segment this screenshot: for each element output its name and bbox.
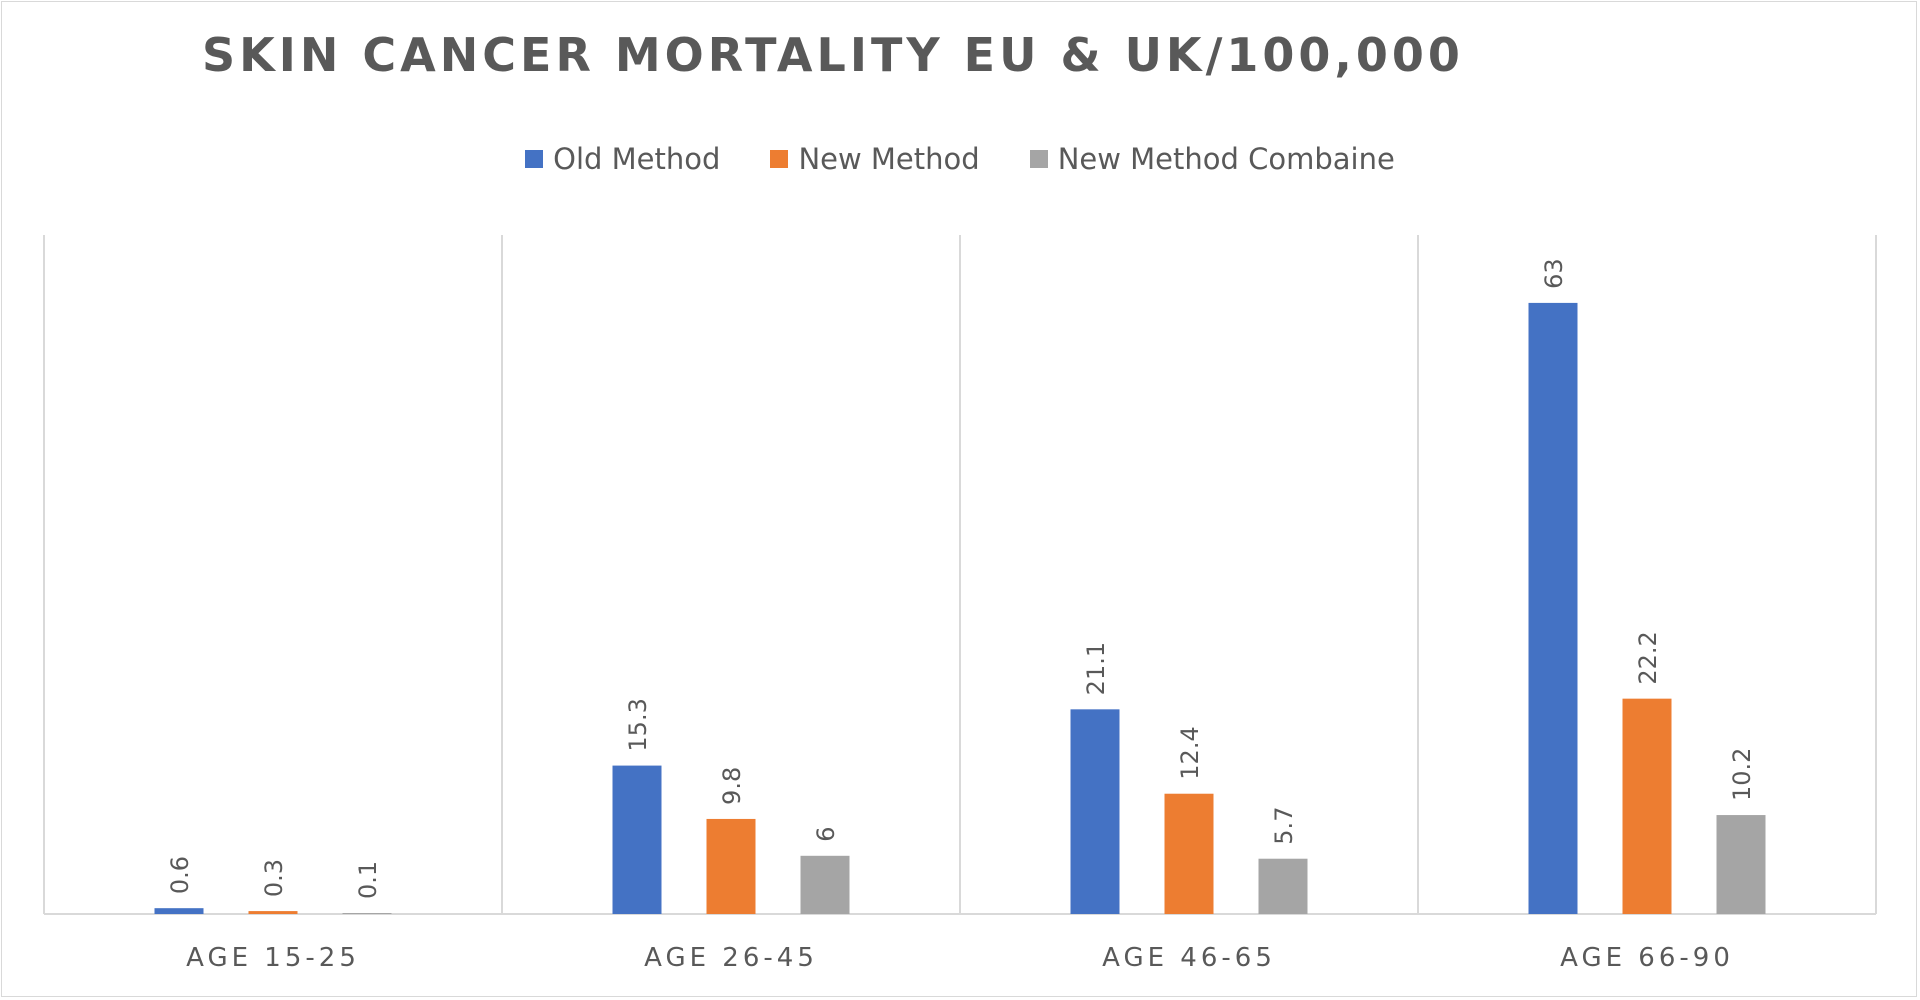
legend-label-new-method-combaine: New Method Combaine: [1057, 142, 1395, 176]
bar-new-method: [1622, 698, 1672, 914]
bar-old-method: [1528, 302, 1578, 914]
legend-label-old-method: Old Method: [553, 142, 721, 176]
data-label-new-method-combaine: 5.7: [1270, 807, 1298, 845]
x-tick-label: AGE 26-45: [644, 943, 818, 973]
bar-new-method: [248, 911, 298, 914]
bar-old-method: [154, 908, 204, 914]
bar-old-method: [612, 765, 662, 914]
legend-item-new-method: New Method: [770, 142, 980, 176]
data-label-new-method-combaine: 10.2: [1728, 748, 1756, 801]
bar-new-method-combaine: [1716, 815, 1766, 914]
x-tick-label: AGE 15-25: [186, 943, 360, 973]
x-tick-label: AGE 66-90: [1560, 943, 1734, 973]
data-label-new-method: 9.8: [718, 767, 746, 805]
data-label-old-method: 15.3: [624, 698, 652, 751]
bar-new-method: [706, 818, 756, 914]
legend-label-new-method: New Method: [798, 142, 980, 176]
data-label-new-method: 22.2: [1634, 631, 1662, 684]
data-label-new-method: 0.3: [260, 859, 288, 897]
legend-swatch-old-method: [525, 150, 544, 168]
legend-item-old-method: Old Method: [525, 142, 720, 176]
bar-new-method-combaine: [1258, 858, 1308, 914]
bar-new-method-combaine: [800, 855, 850, 914]
data-label-old-method: 63: [1540, 258, 1568, 289]
data-label-new-method-combaine: 6: [812, 827, 840, 842]
legend-swatch-new-method: [770, 150, 789, 168]
chart-legend: Old Method New Method New Method Combain…: [0, 142, 1920, 176]
legend-swatch-new-method-combaine: [1029, 150, 1048, 168]
bar-new-method: [1164, 793, 1214, 914]
bar-new-method-combaine: [342, 913, 392, 914]
chart-title: SKIN CANCER MORTALITY EU & UK/100,000: [202, 28, 1464, 82]
x-tick-label: AGE 46-65: [1102, 943, 1276, 973]
legend-item-new-method-combaine: New Method Combaine: [1029, 142, 1395, 176]
data-label-new-method: 12.4: [1176, 726, 1204, 779]
data-label-old-method: 0.6: [166, 856, 194, 894]
data-label-old-method: 21.1: [1082, 642, 1110, 695]
bar-old-method: [1070, 709, 1120, 914]
data-label-new-method-combaine: 0.1: [354, 861, 382, 899]
